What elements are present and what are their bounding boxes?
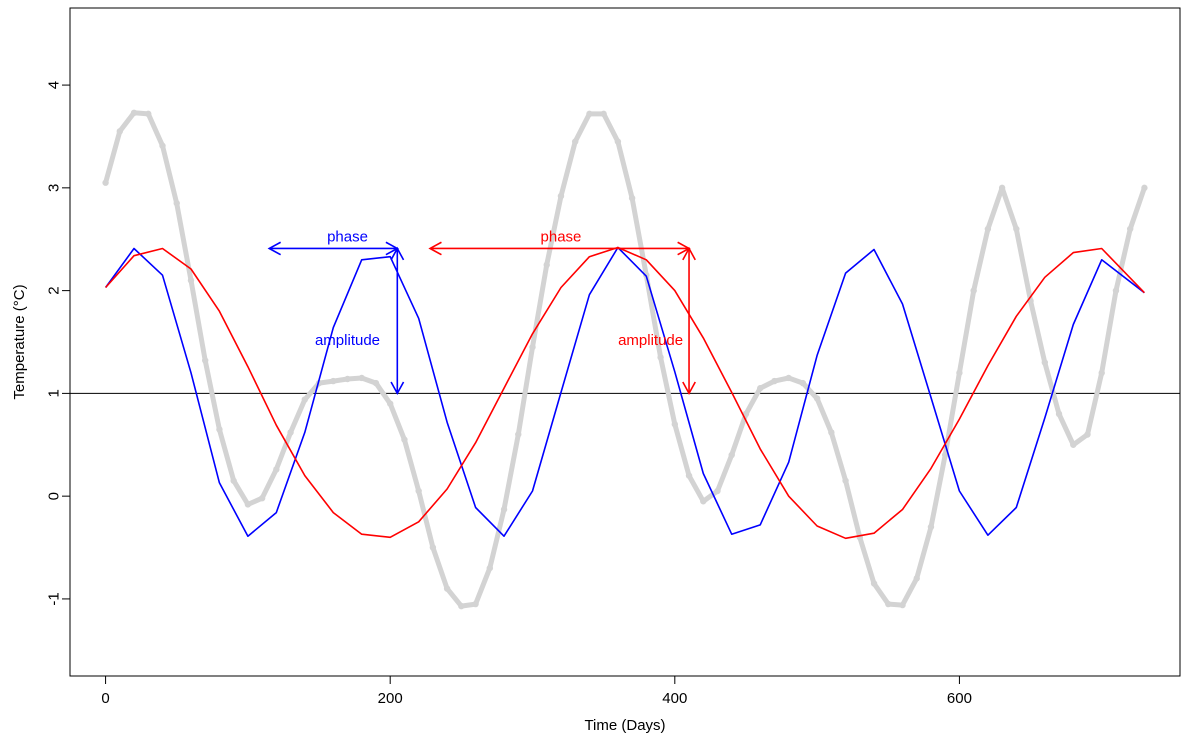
annotation-label: amplitude — [618, 332, 683, 349]
series-points-trace-2 — [103, 110, 1147, 609]
y-axis: -1 0 1 2 3 4 — [46, 81, 71, 606]
x-tick-label: 0 — [101, 690, 109, 707]
series-line-0 — [104, 246, 1145, 537]
arrow-head — [267, 241, 282, 256]
x-tick-label: 400 — [662, 690, 687, 707]
annotation-3: amplitude — [618, 246, 696, 396]
y-tick-label: 0 — [46, 492, 63, 500]
annotation-0: phase — [267, 228, 399, 256]
annotation-label: phase — [327, 228, 368, 245]
x-axis: 0 200 400 600 — [101, 675, 972, 707]
series-line-1 — [105, 246, 1145, 540]
annotations-group: phase amplitude phase amplitude — [267, 228, 696, 396]
x-tick-label: 600 — [947, 690, 972, 707]
y-tick-label: -1 — [46, 592, 63, 605]
y-tick-label: 1 — [46, 389, 63, 397]
annotation-1: amplitude — [315, 246, 405, 396]
annotation-label: amplitude — [315, 332, 380, 349]
y-tick-label: 3 — [46, 184, 63, 192]
x-tick-label: 200 — [378, 690, 403, 707]
series-group — [102, 109, 1148, 610]
x-axis-title: Time (Days) — [584, 717, 665, 734]
annotation-2: phase — [428, 228, 691, 256]
series-points-2 — [102, 109, 1148, 610]
arrow-head — [682, 246, 696, 261]
annotation-label: phase — [541, 228, 582, 245]
y-axis-title: Temperature (°C) — [11, 284, 28, 399]
y-tick-label: 2 — [46, 286, 63, 294]
arrow-head — [682, 381, 696, 396]
y-tick-label: 4 — [46, 81, 63, 89]
arrow-head — [390, 246, 405, 261]
arrow-head — [428, 241, 442, 256]
arrow-head — [390, 381, 405, 396]
